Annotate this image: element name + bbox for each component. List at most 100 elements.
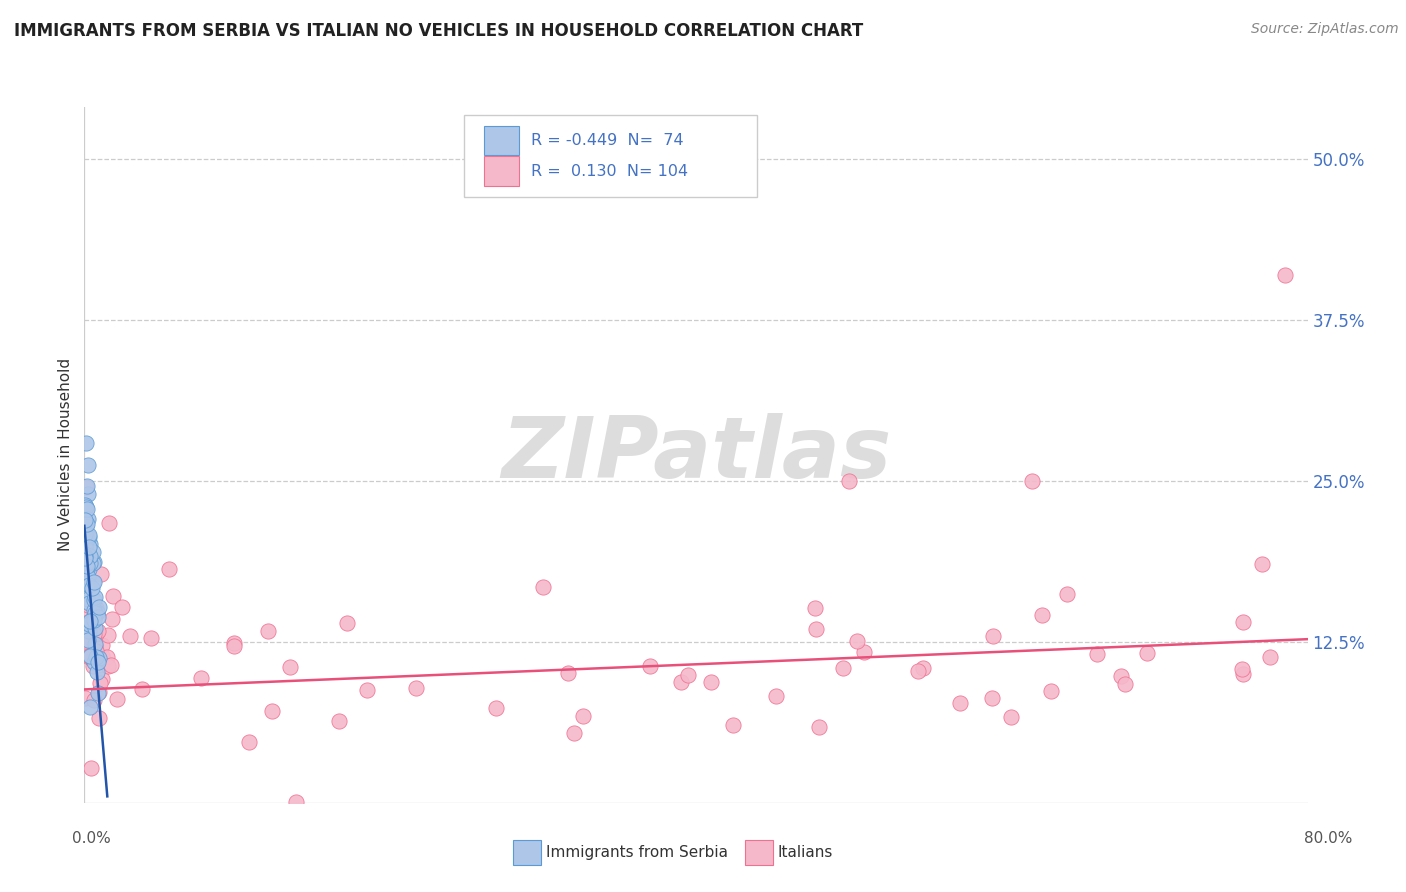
Point bbox=[100, 657, 122, 672]
Point bbox=[83, 608, 105, 623]
Point bbox=[82, 658, 104, 673]
Point bbox=[75, 534, 97, 549]
Point bbox=[77, 578, 100, 592]
Point bbox=[87, 600, 110, 615]
Point bbox=[87, 624, 110, 639]
Point bbox=[139, 632, 162, 646]
Point bbox=[77, 530, 100, 544]
Point bbox=[73, 513, 96, 527]
Point bbox=[79, 648, 101, 663]
Point bbox=[76, 517, 98, 532]
Point bbox=[77, 632, 100, 647]
Point bbox=[278, 660, 301, 674]
Point bbox=[405, 681, 427, 695]
Point bbox=[75, 532, 97, 546]
Point bbox=[1230, 662, 1253, 676]
Point bbox=[73, 533, 96, 547]
Point bbox=[83, 603, 105, 617]
Point bbox=[83, 606, 105, 620]
Point bbox=[157, 562, 180, 576]
Point bbox=[82, 624, 104, 639]
Point bbox=[1039, 684, 1062, 698]
Point bbox=[86, 686, 108, 700]
Point bbox=[77, 562, 100, 576]
Point bbox=[1136, 646, 1159, 660]
Point bbox=[1109, 669, 1132, 683]
Point bbox=[87, 651, 110, 665]
Point bbox=[77, 540, 100, 554]
Point bbox=[73, 616, 96, 631]
Point bbox=[224, 636, 246, 650]
Point bbox=[73, 541, 96, 556]
Point bbox=[83, 627, 105, 641]
Point bbox=[105, 692, 128, 706]
Point bbox=[76, 570, 98, 584]
Point bbox=[84, 627, 107, 641]
Point bbox=[804, 600, 827, 615]
Text: R =  0.130  N= 104: R = 0.130 N= 104 bbox=[531, 163, 688, 178]
Point bbox=[76, 478, 98, 492]
Point bbox=[83, 639, 105, 653]
Point bbox=[86, 605, 108, 619]
Point bbox=[224, 640, 246, 654]
Point bbox=[73, 527, 96, 541]
Point bbox=[97, 659, 120, 673]
Point bbox=[83, 656, 105, 670]
Point bbox=[79, 615, 101, 629]
Point bbox=[89, 676, 111, 690]
Point bbox=[76, 558, 98, 573]
Point bbox=[84, 643, 107, 657]
Point bbox=[808, 720, 831, 734]
Point bbox=[97, 628, 120, 642]
Point bbox=[75, 480, 97, 494]
Point bbox=[80, 557, 103, 571]
Point bbox=[260, 704, 283, 718]
Point bbox=[76, 501, 98, 516]
Point bbox=[86, 600, 108, 615]
Point bbox=[1232, 667, 1254, 681]
Point bbox=[86, 665, 108, 679]
Point bbox=[79, 700, 101, 714]
Point bbox=[75, 629, 97, 643]
Point bbox=[84, 649, 107, 664]
Point bbox=[75, 565, 97, 579]
Text: Italians: Italians bbox=[778, 846, 832, 860]
Point bbox=[285, 795, 308, 809]
Point bbox=[980, 691, 1002, 706]
Point bbox=[120, 629, 142, 643]
Bar bbox=[484, 156, 519, 186]
Point bbox=[1085, 647, 1108, 661]
Point bbox=[77, 649, 100, 664]
Point bbox=[238, 735, 260, 749]
Text: IMMIGRANTS FROM SERBIA VS ITALIAN NO VEHICLES IN HOUSEHOLD CORRELATION CHART: IMMIGRANTS FROM SERBIA VS ITALIAN NO VEH… bbox=[14, 22, 863, 40]
Point bbox=[76, 646, 98, 660]
Point bbox=[76, 590, 98, 604]
Point bbox=[700, 675, 723, 690]
Point bbox=[96, 650, 118, 665]
Point bbox=[87, 685, 110, 699]
Point bbox=[80, 615, 103, 630]
Point bbox=[79, 648, 101, 663]
Point bbox=[1274, 268, 1296, 282]
Point bbox=[912, 661, 935, 675]
Point bbox=[1000, 710, 1022, 724]
Point bbox=[79, 624, 101, 639]
Point bbox=[98, 516, 121, 531]
Point bbox=[571, 708, 593, 723]
Point bbox=[86, 606, 108, 620]
Point bbox=[853, 644, 876, 658]
Point bbox=[76, 591, 98, 606]
Point bbox=[73, 551, 96, 566]
Point bbox=[131, 681, 153, 696]
Point bbox=[79, 537, 101, 551]
Text: 80.0%: 80.0% bbox=[1305, 831, 1353, 846]
Point bbox=[87, 711, 110, 725]
Point bbox=[76, 544, 98, 558]
Point bbox=[77, 511, 100, 525]
Point bbox=[90, 567, 112, 582]
Point bbox=[73, 540, 96, 554]
Point bbox=[1031, 607, 1053, 622]
Point bbox=[75, 564, 97, 578]
Point bbox=[356, 682, 378, 697]
Point bbox=[75, 557, 97, 571]
